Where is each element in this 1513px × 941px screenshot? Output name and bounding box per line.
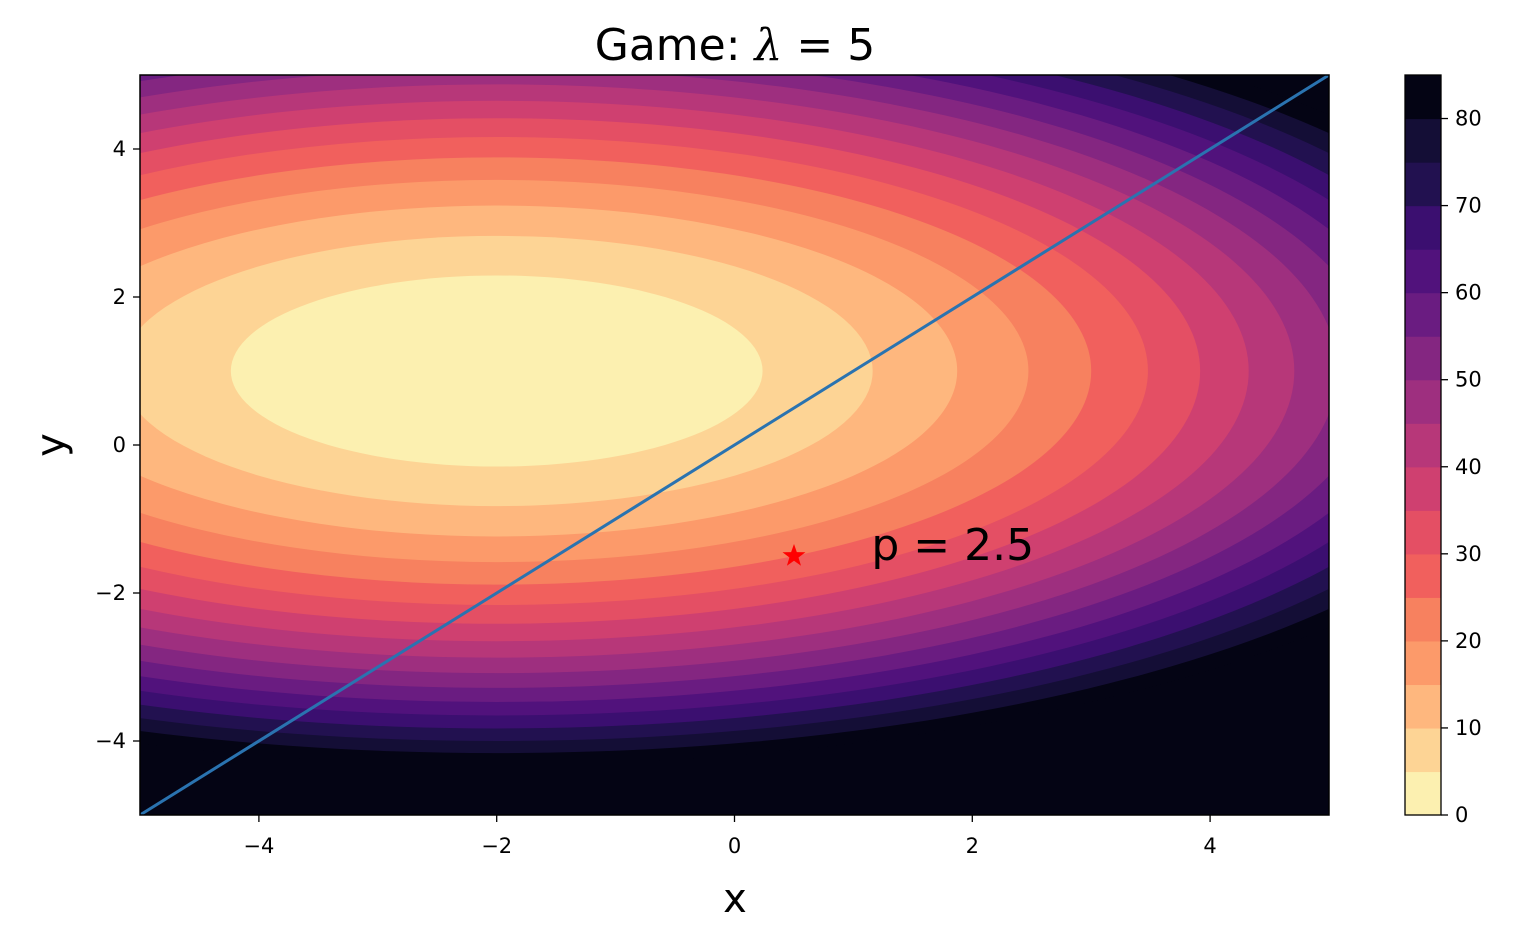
contour-band-0-5 bbox=[230, 275, 763, 467]
x-tick-label-1: −2 bbox=[481, 834, 512, 858]
plot-area: p = 2.5 bbox=[140, 75, 1329, 815]
colorbar-tick-label-2: 20 bbox=[1455, 629, 1482, 653]
colorbar-segment-11 bbox=[1405, 292, 1441, 337]
colorbar-segment-1 bbox=[1405, 727, 1441, 773]
y-tick-label-3: 2 bbox=[113, 285, 126, 309]
y-axis-title: y bbox=[28, 433, 74, 457]
x-axis: −4 −2 0 2 4 bbox=[243, 815, 1217, 858]
star-marker bbox=[782, 544, 806, 566]
x-tick-label-4: 4 bbox=[1203, 834, 1216, 858]
colorbar-tick-label-4: 40 bbox=[1455, 455, 1482, 479]
colorbar-segment-6 bbox=[1405, 510, 1441, 555]
y-tick-label-0: −4 bbox=[95, 729, 126, 753]
x-tick-label-0: −4 bbox=[243, 834, 274, 858]
chart-title: Game: λ = 5 bbox=[595, 20, 876, 71]
colorbar-tick-label-6: 60 bbox=[1455, 281, 1482, 305]
colorbar-segment-7 bbox=[1405, 466, 1441, 511]
y-tick-label-4: 4 bbox=[113, 137, 126, 161]
colorbar-segment-9 bbox=[1405, 379, 1441, 424]
colorbar-tick-label-1: 10 bbox=[1455, 716, 1482, 740]
colorbar-segment-14 bbox=[1405, 162, 1441, 207]
colorbar-tick-label-7: 70 bbox=[1455, 194, 1482, 218]
colorbar-segment-15 bbox=[1405, 118, 1441, 163]
colorbar-segment-5 bbox=[1405, 553, 1441, 598]
y-tick-label-2: 0 bbox=[113, 433, 126, 457]
colorbar-segment-0 bbox=[1405, 771, 1441, 816]
colorbar-segment-2 bbox=[1405, 684, 1441, 729]
y-tick-label-1: −2 bbox=[95, 581, 126, 605]
series-line-0 bbox=[140, 75, 1329, 815]
colorbar-tick-label-3: 30 bbox=[1455, 542, 1482, 566]
colorbar-segment-12 bbox=[1405, 249, 1441, 294]
colorbar-tick-label-5: 50 bbox=[1455, 368, 1482, 392]
colorbar-segment-10 bbox=[1405, 336, 1441, 381]
x-tick-label-2: 0 bbox=[728, 834, 741, 858]
colorbar-segment-13 bbox=[1405, 205, 1441, 250]
x-axis-title: x bbox=[723, 876, 747, 922]
x-tick-label-3: 2 bbox=[966, 834, 979, 858]
colorbar-segment-16 bbox=[1405, 75, 1441, 120]
annotation-0: p = 2.5 bbox=[871, 520, 1034, 571]
colorbar-segment-3 bbox=[1405, 640, 1441, 686]
colorbar-tick-label-8: 80 bbox=[1455, 107, 1482, 131]
y-axis: −4 −2 0 2 4 bbox=[95, 137, 140, 753]
colorbar-tick-label-0: 0 bbox=[1455, 803, 1468, 827]
colorbar: 0 10 20 30 40 50 60 70 80 bbox=[1404, 74, 1482, 827]
colorbar-frame bbox=[1404, 74, 1442, 816]
colorbar-segment-8 bbox=[1405, 423, 1441, 468]
colorbar-segment-4 bbox=[1405, 597, 1441, 642]
